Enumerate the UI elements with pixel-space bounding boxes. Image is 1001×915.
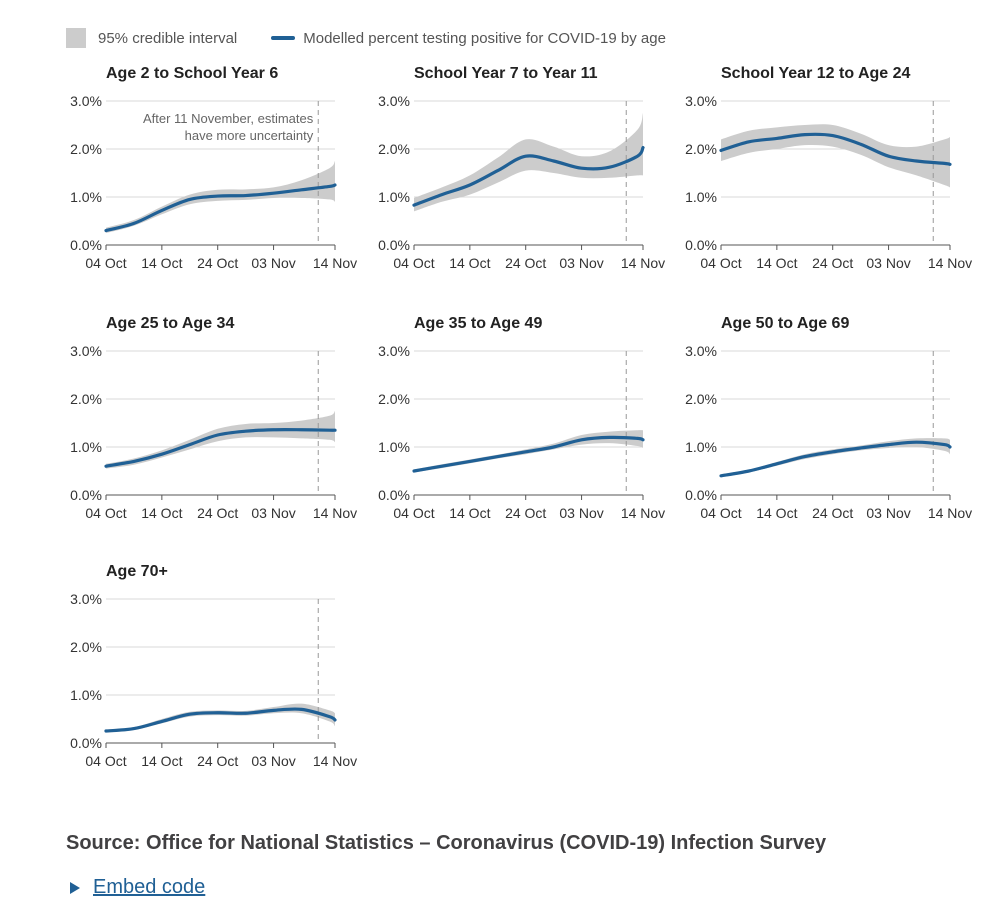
x-tick-label: 03 Nov	[251, 753, 295, 769]
panel-5: Age 35 to Age 49 0.0% 1.0% 2.0% 3.0% 04 Oct 14…	[378, 315, 665, 521]
y-tick-label: 0.0%	[70, 487, 102, 503]
modelled-line	[412, 145, 645, 207]
y-tick-label: 0.0%	[378, 237, 410, 253]
modelled-line-swatch	[271, 36, 296, 40]
x-tick-label: 03 Nov	[251, 505, 295, 521]
y-tick-label: 2.0%	[378, 141, 410, 157]
y-tick-label: 0.0%	[70, 237, 102, 253]
y-tick-label: 2.0%	[378, 391, 410, 407]
y-tick-label: 1.0%	[70, 439, 102, 455]
x-tick-label: 24 Oct	[197, 753, 238, 769]
x-tick-label: 14 Nov	[928, 255, 972, 271]
x-tick-label: 04 Oct	[85, 255, 126, 271]
y-tick-label: 1.0%	[378, 439, 410, 455]
x-tick-label: 04 Oct	[85, 505, 126, 521]
legend: 95% credible interval Modelled percent t…	[66, 26, 666, 50]
modelled-line	[412, 435, 645, 473]
credible-interval-swatch	[66, 28, 86, 48]
y-tick-label: 3.0%	[70, 343, 102, 359]
y-tick-label: 2.0%	[685, 391, 717, 407]
panel-2: School Year 7 to Year 11 0.0% 1.0% 2.0% 3.0%…	[378, 65, 665, 271]
y-tick-label: 1.0%	[685, 189, 717, 205]
small-multiples-chart: Age 2 to School Year 6 0.0% 1.0% 2.0% 3.0% 04…	[70, 65, 972, 769]
panel-3: School Year 12 to Age 24 0.0% 1.0% 2.0% 3.0%…	[685, 65, 972, 271]
modelled-line	[719, 440, 952, 478]
x-tick-label: 14 Nov	[313, 753, 357, 769]
panel-title: Age 2 to School Year 6	[106, 65, 278, 82]
x-tick-label: 04 Oct	[700, 255, 741, 271]
x-tick-label: 03 Nov	[251, 255, 295, 271]
x-tick-label: 14 Oct	[141, 753, 182, 769]
x-tick-label: 14 Oct	[141, 255, 182, 271]
x-tick-label: 24 Oct	[505, 255, 546, 271]
modelled-line	[104, 707, 337, 733]
x-tick-label: 24 Oct	[812, 505, 853, 521]
panel-title: Age 35 to Age 49	[414, 315, 542, 332]
y-tick-label: 0.0%	[685, 237, 717, 253]
uncertainty-annotation: After 11 November, estimates	[143, 111, 314, 126]
expand-triangle-icon	[70, 881, 80, 894]
embed-code-link[interactable]: Embed code	[93, 876, 206, 898]
panel-title: School Year 7 to Year 11	[414, 65, 598, 82]
x-tick-label: 03 Nov	[866, 505, 910, 521]
x-tick-label: 03 Nov	[559, 505, 603, 521]
x-tick-label: 14 Nov	[621, 505, 665, 521]
panel-7: Age 70+ 0.0% 1.0% 2.0% 3.0% 04 Oct 14 Oct 24 Oc…	[70, 563, 357, 769]
x-tick-label: 03 Nov	[866, 255, 910, 271]
source-caption: Source: Office for National Statistics –…	[66, 832, 827, 854]
y-tick-label: 0.0%	[378, 487, 410, 503]
x-tick-label: 14 Nov	[928, 505, 972, 521]
y-tick-label: 0.0%	[685, 487, 717, 503]
x-tick-label: 04 Oct	[700, 505, 741, 521]
x-tick-label: 14 Oct	[449, 255, 490, 271]
x-tick-label: 14 Oct	[756, 255, 797, 271]
credible-interval-band	[721, 438, 950, 478]
x-tick-label: 24 Oct	[505, 505, 546, 521]
y-tick-label: 3.0%	[685, 343, 717, 359]
y-tick-label: 1.0%	[70, 687, 102, 703]
panel-6: Age 50 to Age 69 0.0% 1.0% 2.0% 3.0% 04 Oct 14…	[685, 315, 972, 521]
panel-title: Age 50 to Age 69	[721, 315, 849, 332]
panel-title: School Year 12 to Age 24	[721, 65, 911, 82]
panel-title: Age 25 to Age 34	[106, 315, 234, 332]
x-tick-label: 04 Oct	[85, 753, 126, 769]
y-tick-label: 1.0%	[70, 189, 102, 205]
y-tick-label: 3.0%	[378, 93, 410, 109]
x-tick-label: 04 Oct	[393, 255, 434, 271]
y-tick-label: 2.0%	[70, 141, 102, 157]
legend-interval-label: 95% credible interval	[98, 29, 238, 47]
y-tick-label: 3.0%	[70, 591, 102, 607]
x-tick-label: 03 Nov	[559, 255, 603, 271]
x-tick-label: 14 Nov	[313, 505, 357, 521]
y-tick-label: 2.0%	[70, 639, 102, 655]
modelled-line	[719, 132, 952, 166]
x-tick-label: 14 Nov	[313, 255, 357, 271]
panel-1: Age 2 to School Year 6 0.0% 1.0% 2.0% 3.0% 04…	[70, 65, 357, 271]
modelled-line	[104, 183, 337, 233]
credible-interval-band	[414, 113, 643, 212]
panel-4: Age 25 to Age 34 0.0% 1.0% 2.0% 3.0% 04 Oct 14…	[70, 315, 357, 521]
y-tick-label: 3.0%	[685, 93, 717, 109]
x-tick-label: 14 Nov	[621, 255, 665, 271]
modelled-line	[104, 427, 337, 468]
embed-code-toggle[interactable]: Embed code	[70, 876, 205, 899]
panel-title: Age 70+	[106, 563, 168, 580]
y-tick-label: 1.0%	[378, 189, 410, 205]
x-tick-label: 24 Oct	[812, 255, 853, 271]
x-tick-label: 14 Oct	[141, 505, 182, 521]
credible-interval-band	[721, 124, 950, 188]
x-tick-label: 14 Oct	[449, 505, 490, 521]
y-tick-label: 2.0%	[70, 391, 102, 407]
y-tick-label: 1.0%	[685, 439, 717, 455]
x-tick-label: 04 Oct	[393, 505, 434, 521]
legend-line-label: Modelled percent testing positive for CO…	[303, 29, 666, 47]
uncertainty-annotation: have more uncertainty	[185, 128, 314, 143]
x-tick-label: 14 Oct	[756, 505, 797, 521]
y-tick-label: 2.0%	[685, 141, 717, 157]
y-tick-label: 3.0%	[70, 93, 102, 109]
x-tick-label: 24 Oct	[197, 255, 238, 271]
y-tick-label: 3.0%	[378, 343, 410, 359]
y-tick-label: 0.0%	[70, 735, 102, 751]
x-tick-label: 24 Oct	[197, 505, 238, 521]
